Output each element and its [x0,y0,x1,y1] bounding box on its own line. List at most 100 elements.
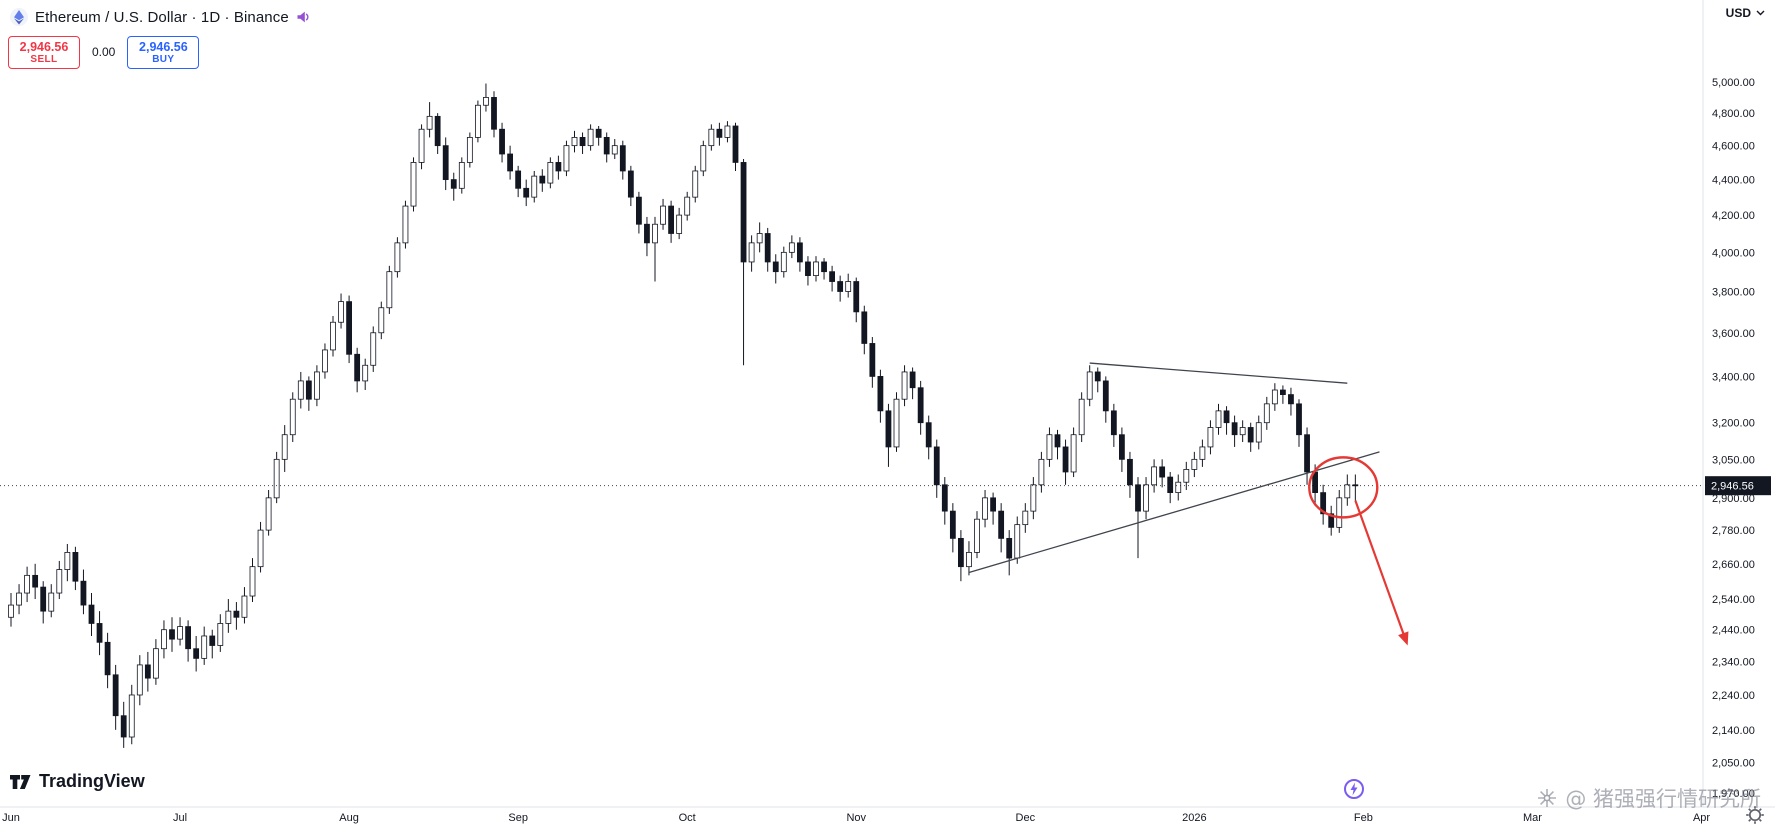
candle [491,97,497,130]
chevron-down-icon [1756,10,1765,16]
candle [193,648,200,659]
buy-label: BUY [152,54,175,66]
candle [1183,469,1190,483]
candle [531,175,538,198]
candle [732,125,739,163]
candle [1215,410,1222,428]
candle [442,145,449,180]
candle [1296,403,1302,436]
candle [120,715,127,738]
time-axis-label: Nov [846,812,866,824]
candle [660,205,666,225]
candle [974,518,980,553]
candle [619,145,626,172]
currency-label: USD [1725,6,1751,20]
channel-watermark: @ 猪强强行情研究所 [1537,783,1761,813]
candle [1320,492,1327,515]
candle [80,580,87,606]
time-axis-label: Feb [1354,812,1373,824]
time-axis-label: 2026 [1182,812,1206,824]
candle [756,233,763,244]
candle [32,574,39,588]
candle [1199,446,1206,460]
price-axis-label: 2,140.00 [1712,725,1755,737]
candle [112,674,119,717]
candle [209,635,216,646]
svg-text:2,946.56: 2,946.56 [1711,481,1754,493]
candle [418,128,425,163]
candle [64,551,71,570]
price-axis-label: 1,970.00 [1712,788,1755,800]
candle [88,604,95,624]
annotation-arrow[interactable] [1354,500,1407,640]
trendline[interactable] [1089,362,1348,384]
candle [483,97,489,106]
candle [1038,458,1045,486]
boost-lightning-icon[interactable] [1342,777,1366,806]
candle [241,595,248,618]
candle [1328,513,1335,528]
candle [1110,410,1117,436]
candle [941,484,948,512]
candle [466,137,473,163]
candle [225,610,232,624]
sell-price: 2,946.56 [19,40,69,54]
candle [305,380,312,400]
time-axis-label: Apr [1693,812,1710,824]
candle [764,233,771,263]
candle [1344,484,1351,499]
candle [829,271,835,282]
candle [724,125,731,138]
price-axis-label: 2,660.00 [1712,559,1755,571]
candle [1255,422,1262,443]
symbol-title[interactable]: Ethereum / U.S. Dollar · 1D · Binance [35,8,289,26]
candle [603,137,610,155]
price-axis-label: 2,440.00 [1712,625,1755,637]
candle [152,648,159,679]
price-axis-label: 4,400.00 [1712,175,1755,187]
candle [1304,434,1310,473]
candle [394,242,401,273]
buy-price: 2,946.56 [139,40,188,54]
sell-button[interactable]: 2,946.56 SELL [8,36,80,69]
candle [1054,434,1061,448]
announcement-megaphone-icon[interactable] [296,9,312,25]
time-axis-labels[interactable]: Jun Jul Aug Sep Oct Nov Dec 2026 Feb Mar Apr [2,812,1710,824]
candle [515,170,522,189]
currency-selector-button[interactable]: USD [1726,6,1765,20]
candle [1288,394,1294,405]
time-axis-label: Jun [2,812,20,824]
candle [684,196,691,216]
tradingview-logo[interactable]: TradingView [10,771,145,792]
annotation-ellipse[interactable] [1308,456,1379,519]
snowflake-icon [1537,788,1557,808]
candle [434,115,441,147]
candle [539,175,546,184]
candle [40,586,47,612]
price-axis-labels[interactable]: 5,000.00 4,800.00 4,600.00 4,400.00 4,200.00… [1712,77,1755,800]
candle [1280,389,1286,395]
candle [1151,466,1157,486]
candle [1191,458,1198,470]
price-axis-label: 4,800.00 [1712,108,1755,120]
price-axis-label: 4,200.00 [1712,210,1755,222]
candle [1006,537,1013,559]
candle [169,629,175,640]
candle [700,145,707,172]
buy-button[interactable]: 2,946.56 BUY [127,36,200,69]
candle [788,242,795,253]
candle [56,569,63,594]
trendline[interactable] [968,451,1380,574]
candle [1175,481,1182,493]
candle [861,311,868,344]
candle [611,145,618,155]
candle [1078,398,1085,436]
time-axis-label: Mar [1523,812,1542,824]
settings-gear-icon[interactable] [1745,805,1765,828]
candle [338,301,344,323]
candle [708,128,715,147]
price-axis-label: 5,000.00 [1712,77,1755,89]
candle [1143,484,1149,512]
